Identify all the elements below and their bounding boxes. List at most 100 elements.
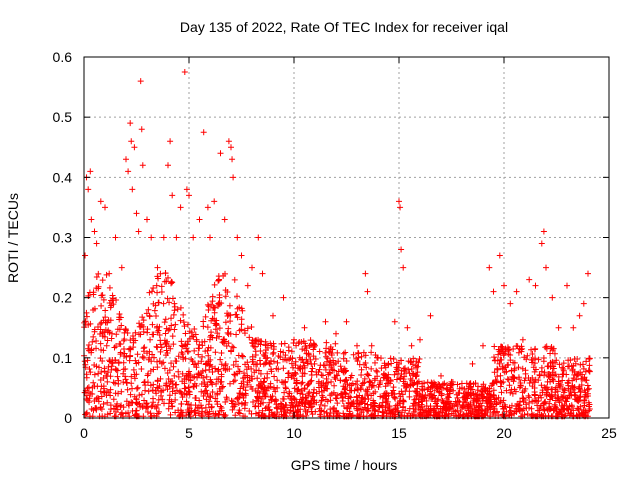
roti-point [153, 405, 160, 412]
roti-point [291, 336, 297, 343]
roti-point [232, 371, 239, 378]
roti-point [172, 409, 179, 416]
roti-point [169, 380, 176, 387]
roti-point [346, 387, 353, 394]
roti-point [185, 384, 192, 391]
roti-point [543, 392, 550, 399]
roti-point [410, 405, 417, 412]
roti-point [132, 329, 139, 336]
roti-point [208, 404, 215, 411]
roti-point [195, 371, 202, 378]
roti-point [149, 351, 156, 358]
roti-point [364, 288, 371, 295]
roti-point [397, 204, 404, 211]
roti-point [373, 367, 380, 374]
roti-point [255, 234, 262, 241]
roti-point [265, 385, 272, 392]
roti-point [490, 380, 497, 387]
roti-point [211, 281, 218, 288]
roti-point [504, 362, 511, 369]
roti-point [303, 394, 310, 401]
roti-point [515, 402, 522, 409]
roti-point [240, 378, 247, 385]
roti-point [565, 405, 572, 412]
roti-point [311, 344, 318, 351]
roti-point [470, 381, 477, 388]
roti-point [114, 373, 121, 380]
roti-point [416, 356, 423, 363]
roti-point [319, 394, 326, 401]
roti-point [136, 392, 143, 399]
roti-point [367, 379, 374, 386]
roti-point [145, 306, 152, 313]
roti-point [226, 366, 233, 373]
roti-point [238, 305, 245, 312]
roti-point [199, 353, 206, 360]
roti-point [301, 386, 308, 393]
roti-point [491, 396, 498, 403]
roti-point [190, 361, 197, 368]
roti-point [222, 319, 229, 326]
roti-point [242, 374, 249, 381]
roti-point [107, 373, 114, 380]
roti-point [555, 324, 562, 331]
roti-point [324, 398, 331, 405]
roti-point [322, 382, 329, 389]
roti-point [277, 348, 284, 355]
roti-point [158, 283, 165, 290]
roti-point [205, 307, 212, 314]
y-tick-label: 0 [64, 410, 72, 426]
roti-point [164, 295, 171, 302]
roti-point [251, 369, 258, 376]
roti-point [159, 396, 166, 403]
roti-point [183, 391, 190, 398]
roti-point [189, 358, 196, 365]
roti-point [97, 340, 104, 347]
roti-point [158, 360, 165, 367]
roti-point [382, 383, 389, 390]
roti-point [238, 321, 245, 328]
roti-point [507, 352, 514, 359]
roti-point [169, 192, 176, 199]
roti-point [559, 364, 566, 371]
roti-point [285, 374, 292, 381]
roti-point [480, 342, 486, 349]
roti-point [150, 395, 157, 402]
roti-point [229, 406, 236, 413]
roti-point [169, 333, 176, 340]
roti-point [121, 350, 128, 357]
roti-point [513, 405, 520, 412]
roti-point [542, 344, 549, 351]
roti-point [177, 412, 184, 419]
roti-point [586, 355, 593, 362]
roti-point [444, 381, 451, 388]
roti-point [566, 363, 573, 370]
roti-point [230, 378, 237, 385]
roti-point [235, 409, 242, 416]
roti-point [298, 339, 305, 346]
roti-point [83, 313, 90, 320]
roti-point [137, 78, 144, 85]
roti-point [83, 392, 90, 399]
roti-point [582, 410, 589, 417]
roti-point [546, 392, 553, 399]
roti-point [433, 402, 440, 409]
roti-point [507, 357, 514, 364]
roti-point [225, 331, 232, 338]
roti-point [482, 387, 489, 394]
roti-point [266, 407, 273, 414]
roti-point [361, 404, 368, 411]
roti-point [413, 388, 420, 395]
roti-point [118, 264, 125, 271]
roti-point [400, 378, 407, 385]
roti-point [313, 399, 320, 406]
roti-point [178, 349, 185, 356]
roti-point [92, 405, 99, 412]
roti-point [320, 387, 327, 394]
roti-point [356, 392, 363, 399]
roti-point [173, 387, 180, 394]
roti-point [186, 335, 193, 342]
roti-point [155, 299, 162, 306]
roti-point [526, 404, 533, 411]
roti-point [523, 401, 530, 408]
